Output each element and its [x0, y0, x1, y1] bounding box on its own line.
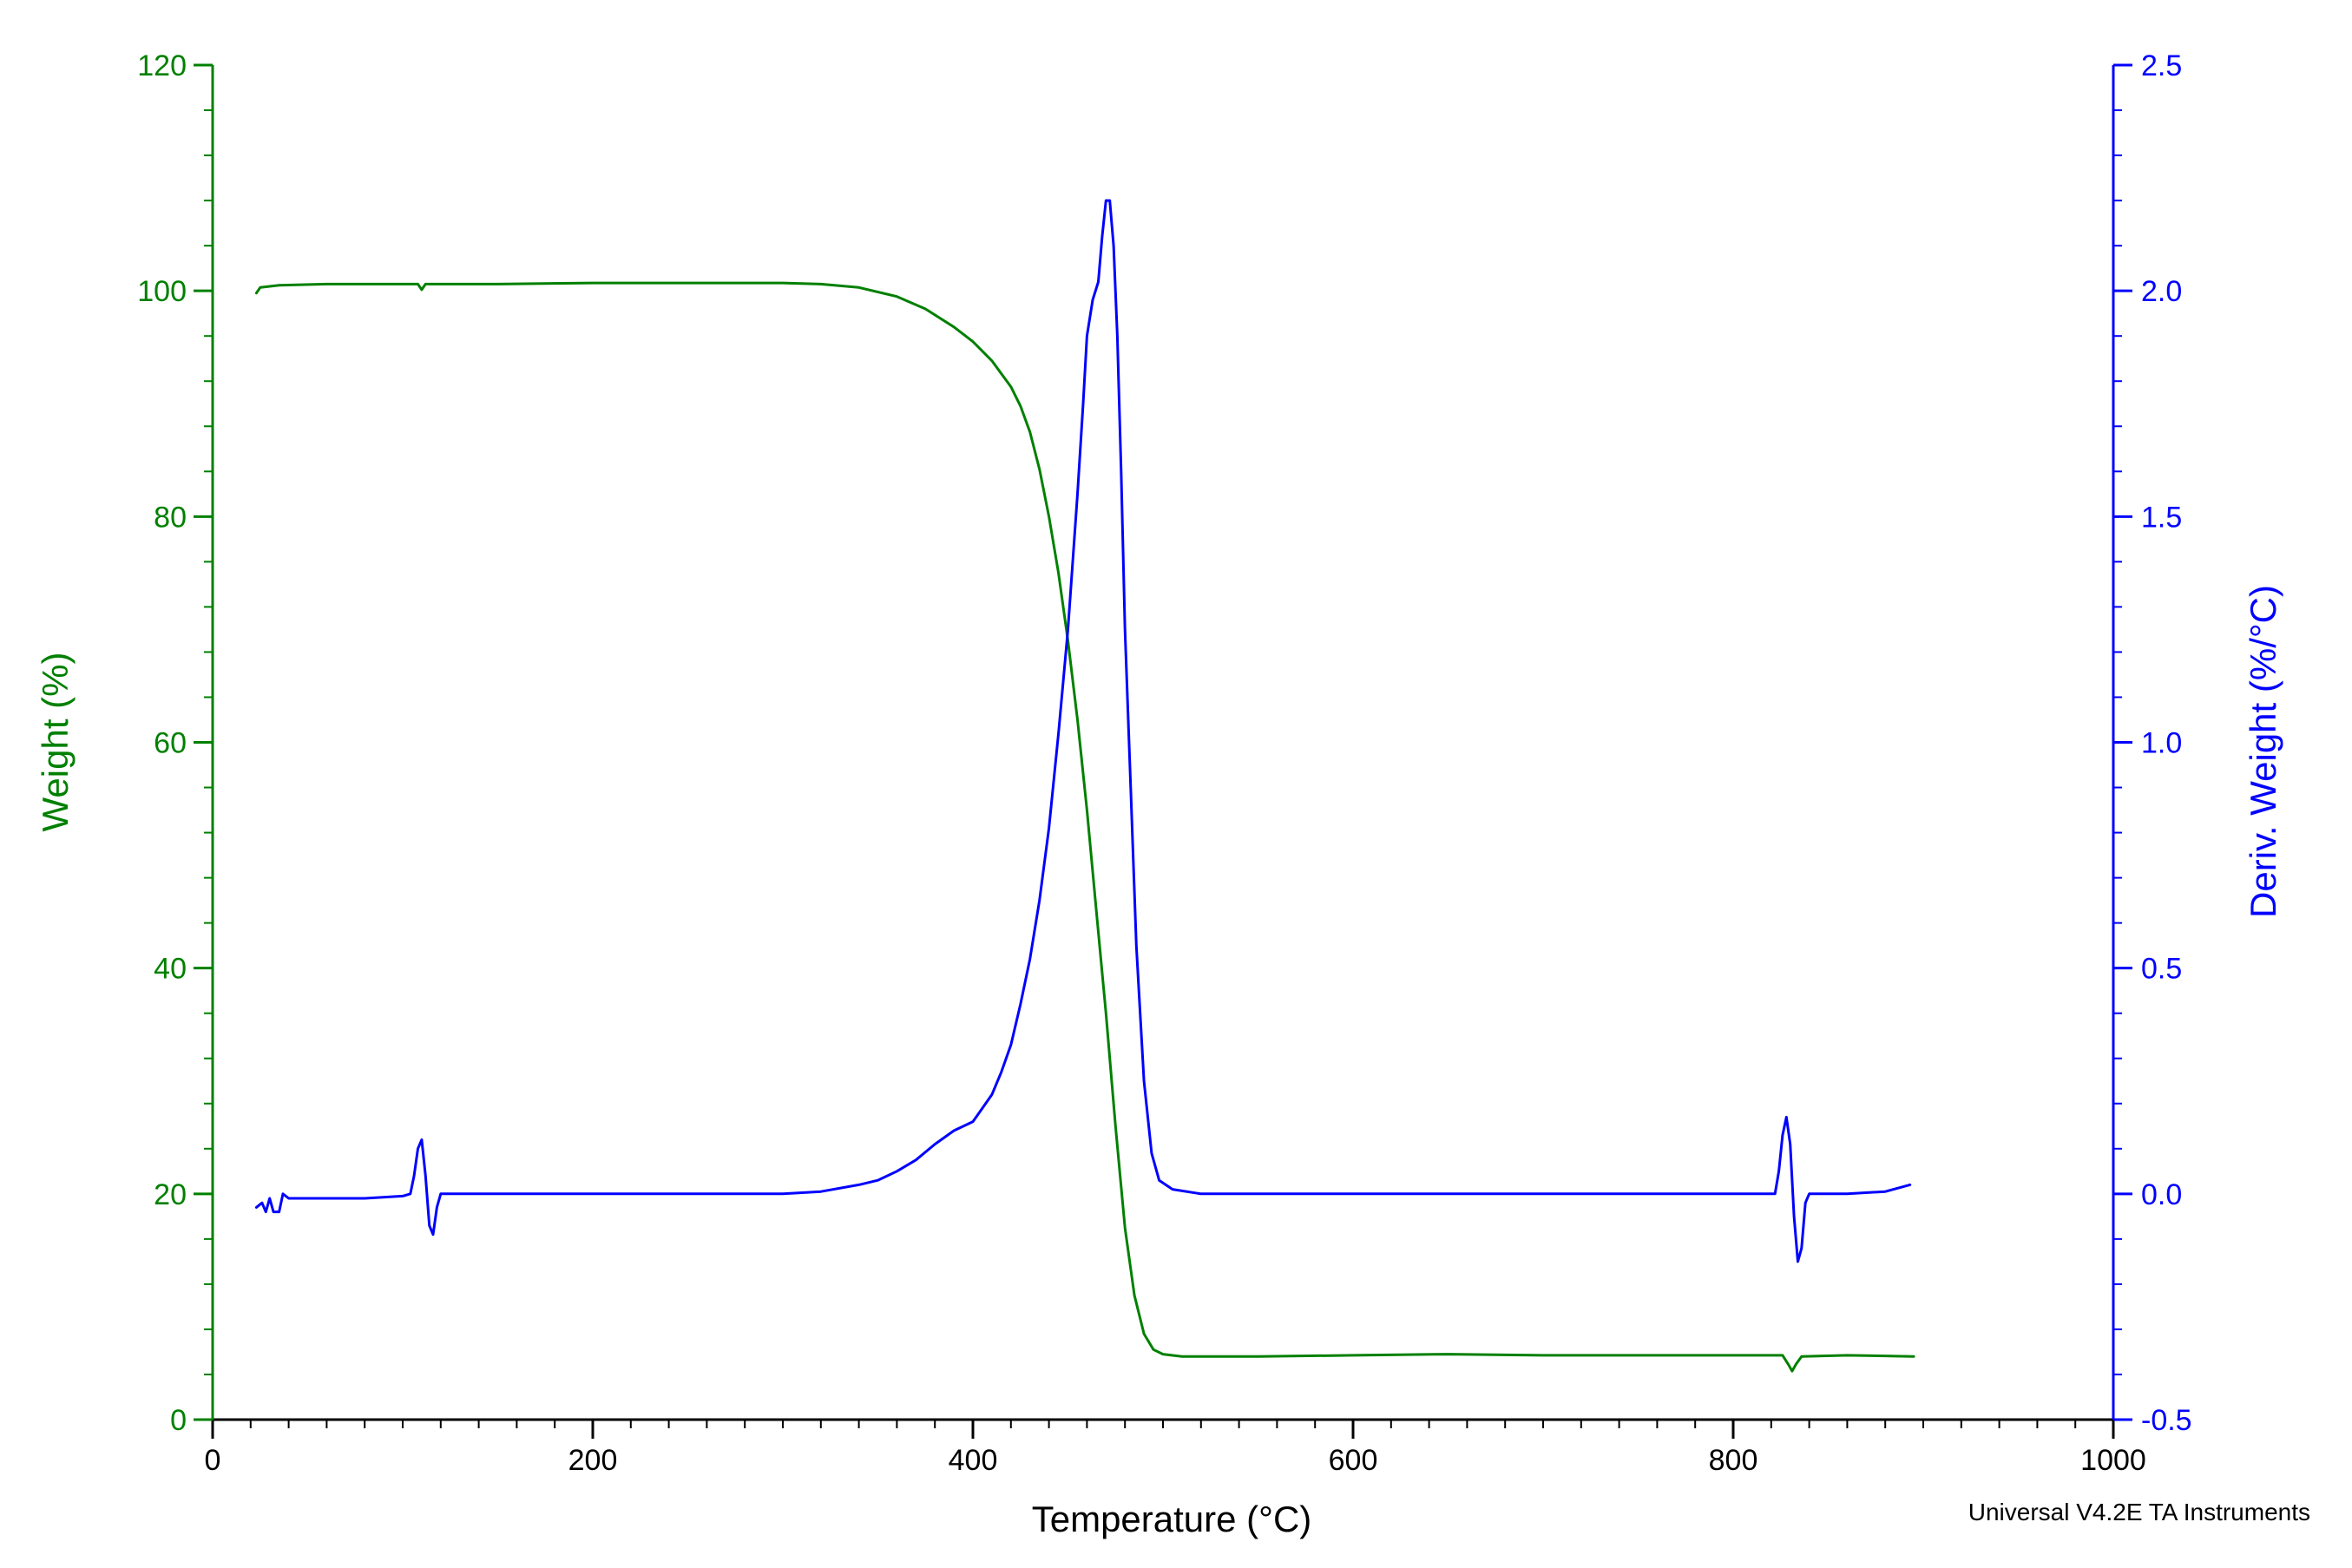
- right-y-tick-label-2: 0.5: [2141, 953, 2182, 986]
- left-y-tick-label-0: 0: [170, 1404, 187, 1437]
- x-tick-label-2: 400: [949, 1444, 998, 1477]
- x-tick-label-0: 0: [205, 1444, 221, 1477]
- software-footer: Universal V4.2E TA Instruments: [1968, 1499, 2310, 1525]
- left-y-tick-label-6: 120: [137, 49, 187, 82]
- data-series: [254, 199, 1915, 1373]
- weight-series-line: [254, 281, 1915, 1373]
- right-y-tick-label-6: 2.5: [2141, 49, 2182, 82]
- axis-ticks: [194, 63, 2132, 1439]
- x-tick-label-1: 200: [568, 1444, 618, 1477]
- deriv-series-line: [254, 199, 1912, 1263]
- left-y-tick-label-4: 80: [154, 501, 187, 534]
- right-y-tick-label-0: -0.5: [2141, 1404, 2192, 1437]
- left-y-tick-label-5: 100: [137, 275, 187, 308]
- x-tick-label-3: 600: [1329, 1444, 1378, 1477]
- left-y-axis-title: Weight (%): [35, 653, 76, 832]
- right-y-tick-label-1: 0.0: [2141, 1178, 2182, 1211]
- left-y-tick-label-3: 60: [154, 727, 187, 760]
- right-y-axis-title: Deriv. Weight (%/°C): [2243, 585, 2283, 918]
- x-tick-label-4: 800: [1709, 1444, 1758, 1477]
- plot-frame: [211, 65, 2115, 1421]
- tick-labels: 0 200 400 600 800 1000 0 20 40 60 80 100 120 -0.5 0.0 0…: [137, 49, 2191, 1477]
- left-y-tick-label-1: 20: [154, 1178, 187, 1211]
- right-y-tick-label-3: 1.0: [2141, 727, 2182, 760]
- x-tick-label-5: 1000: [2080, 1444, 2146, 1477]
- left-y-tick-label-2: 40: [154, 953, 187, 986]
- x-axis-title: Temperature (°C): [1032, 1499, 1312, 1539]
- right-y-tick-label-4: 1.5: [2141, 501, 2182, 534]
- right-y-tick-label-5: 2.0: [2141, 275, 2182, 308]
